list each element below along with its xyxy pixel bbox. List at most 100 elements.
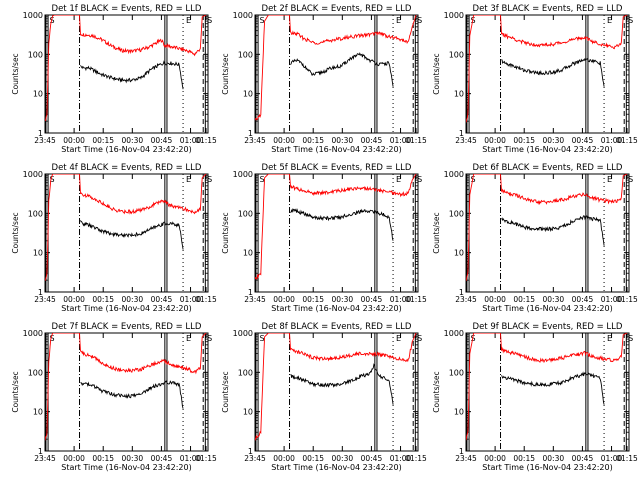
y-tick-label: 1000 [233,329,253,338]
series-line-events [290,363,394,405]
panel-4: Det 4f BLACK = Events, RED = LLD 1 10 100 10… [11,163,217,313]
panel-title: Det 9f BLACK = Events, RED = LLD [473,322,623,332]
panel-title: Det 4f BLACK = Events, RED = LLD [52,163,202,173]
x-axis-label: Start Time (16-Nov-04 23:42:20) [482,463,612,472]
series-line-lld [466,15,628,123]
x-tick-label: 23:45 [34,295,56,304]
y-axis-label: Counts/sec [432,212,441,253]
event-flag-label: S [417,334,422,343]
y-tick-label: 10 [33,90,43,99]
y-tick-label: 1000 [233,170,253,179]
series-line-lld [466,333,628,441]
x-tick-label: 00:00 [273,295,295,304]
x-tick-label: 00:45 [572,295,594,304]
panel-title: Det 8f BLACK = Events, RED = LLD [262,322,412,332]
panel-1: Det 1f BLACK = Events, RED = LLD 1 10 100 10… [11,4,217,154]
x-tick-label: 01:15 [405,136,427,145]
panel-title: Det 3f BLACK = Events, RED = LLD [473,4,623,14]
x-tick-label: 00:30 [543,295,565,304]
x-tick-label: 00:30 [543,454,565,463]
x-axis-label: Start Time (16-Nov-04 23:42:20) [271,463,401,472]
y-tick-label: 100 [238,368,253,377]
x-tick-label: 00:15 [513,295,535,304]
y-tick-label: 1 [38,288,43,297]
series-line-events [80,60,184,90]
y-tick-label: 10 [454,408,464,417]
x-tick-label: 00:30 [122,295,144,304]
x-tick-label: 01:00 [601,136,623,145]
x-tick-label: 00:15 [302,295,324,304]
y-tick-label: 100 [238,50,253,59]
event-flag-label: S [207,175,212,184]
series-line-events [80,220,184,250]
series-line-lld [466,174,628,282]
x-tick-label: 00:30 [332,295,354,304]
y-tick-label: 10 [454,249,464,258]
y-tick-label: 1 [248,447,253,456]
y-axis-label: Counts/sec [221,371,230,412]
event-flag-label: S [628,16,633,25]
series-line-lld [255,15,417,121]
panel-frame [254,332,419,452]
x-tick-label: 00:30 [332,136,354,145]
x-tick-label: 01:15 [405,454,427,463]
y-axis-label: Counts/sec [11,53,20,94]
y-tick-label: 10 [243,408,253,417]
y-axis-label: Counts/sec [221,53,230,94]
y-tick-label: 10 [243,90,253,99]
x-tick-label: 23:45 [244,136,266,145]
x-tick-label: 00:30 [122,136,144,145]
x-tick-label: 01:15 [616,454,638,463]
x-tick-label: 00:30 [543,136,565,145]
y-tick-label: 100 [28,209,43,218]
x-axis-label: Start Time (16-Nov-04 23:42:20) [61,463,191,472]
x-tick-label: 00:15 [92,295,114,304]
panel-frame [465,14,630,134]
y-axis-label: Counts/sec [432,53,441,94]
x-tick-label: 01:00 [390,454,412,463]
panel-title: Det 7f BLACK = Events, RED = LLD [52,322,202,332]
series-line-events [501,57,605,87]
y-axis-label: Counts/sec [221,212,230,253]
x-tick-label: 00:00 [484,454,506,463]
event-flag-label: S [417,16,422,25]
y-tick-label: 100 [238,209,253,218]
y-tick-label: 100 [28,368,43,377]
panel-6: Det 6f BLACK = Events, RED = LLD 1 10 100 10… [432,163,638,313]
panel-frame [254,173,419,293]
y-tick-label: 1000 [23,170,43,179]
y-tick-label: 100 [449,50,464,59]
panel-title: Det 1f BLACK = Events, RED = LLD [52,4,202,14]
x-tick-label: 23:45 [455,295,477,304]
y-tick-label: 100 [449,368,464,377]
panel-frame [465,332,630,452]
y-tick-label: 100 [449,209,464,218]
x-tick-label: 23:45 [34,454,56,463]
event-flag-label: E [607,334,612,343]
panel-title: Det 5f BLACK = Events, RED = LLD [262,163,412,173]
event-flag-label: E [607,16,612,25]
panel-frame [44,173,209,293]
x-tick-label: 00:00 [484,295,506,304]
x-tick-label: 01:15 [616,295,638,304]
event-flag-label: E [396,175,401,184]
y-tick-label: 10 [33,249,43,258]
x-tick-label: 01:00 [180,454,202,463]
x-tick-label: 00:00 [63,454,85,463]
x-tick-label: 01:15 [616,136,638,145]
event-flag-label: S [207,16,212,25]
event-flag-label: S [417,175,422,184]
y-axis-label: Counts/sec [11,371,20,412]
x-tick-label: 01:15 [195,295,217,304]
x-tick-label: 00:45 [151,295,173,304]
event-flag-label: S [259,16,264,25]
x-axis-label: Start Time (16-Nov-04 23:42:20) [61,304,191,313]
x-tick-label: 01:15 [195,136,217,145]
series-line-lld [255,333,417,441]
x-tick-label: 00:00 [273,454,295,463]
x-tick-label: 00:30 [332,454,354,463]
event-flag-label: E [186,175,191,184]
x-tick-label: 01:00 [601,454,623,463]
y-tick-label: 10 [243,249,253,258]
panel-7: Det 7f BLACK = Events, RED = LLD 1 10 100 10… [11,322,217,472]
